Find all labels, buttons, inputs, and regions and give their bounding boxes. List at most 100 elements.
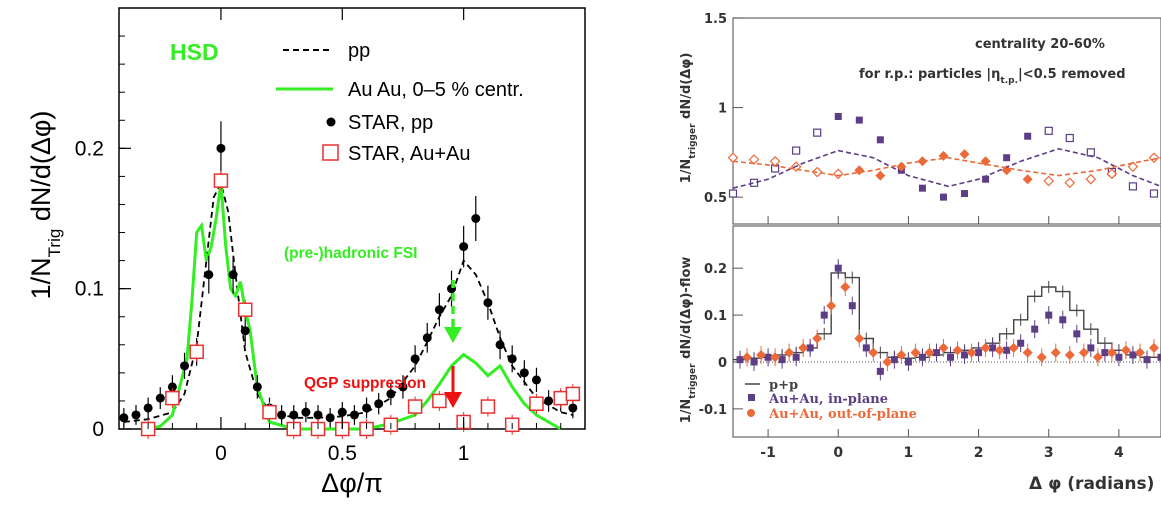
- star-pp-point: [228, 270, 238, 280]
- inplane-point: [1031, 325, 1039, 333]
- outplane-point: [938, 342, 949, 353]
- star-pp-point: [313, 410, 323, 420]
- legend-inplane-marker: [748, 394, 755, 401]
- outplane-point: [952, 345, 963, 356]
- inplane-point: [1059, 316, 1067, 324]
- right-top-y-axis-label: 1/Ntrigger dN/d(Δφ): [679, 53, 698, 184]
- inplane-point: [975, 349, 983, 357]
- right-top-frame: [732, 17, 1161, 225]
- star-pp-point: [544, 396, 554, 406]
- right-y-tick-label: 0.1: [704, 309, 727, 324]
- flow-dashed-curve: [732, 156, 1161, 177]
- inplane-point: [1045, 311, 1053, 319]
- star-pp-point: [240, 326, 250, 336]
- legend-star-pp-marker: [326, 117, 336, 127]
- annotation-qgp: QGP suppresion: [304, 375, 426, 392]
- outplane-reflected-point: [1106, 168, 1118, 180]
- series-auau-green-line: [147, 183, 562, 431]
- right-x-tick-label: 4: [1114, 445, 1124, 461]
- star-auau-point: [189, 344, 204, 360]
- inplane-point: [947, 353, 955, 361]
- left-legend: pp Au Au, 0–5 % centr. STAR, pp STAR, Au…: [276, 40, 524, 165]
- star-auau-point: [565, 386, 581, 402]
- outplane-point: [1064, 349, 1075, 360]
- inplane-point: [1115, 353, 1123, 361]
- star-pp-point: [471, 214, 481, 223]
- star-auau-point: [553, 390, 568, 406]
- right-bottom-y-axis-label: 1/Ntrigger dN/d(Δφ)-flow: [679, 257, 698, 424]
- star-auau-point: [237, 302, 253, 317]
- star-pp-point: [155, 393, 165, 403]
- right-y-tick-label: 0: [718, 356, 727, 371]
- inplane-point: [904, 358, 912, 366]
- qgp-arrow: [444, 366, 462, 408]
- star-pp-point: [531, 375, 541, 385]
- left-points: [119, 121, 581, 439]
- star-pp-point: [386, 389, 396, 399]
- star-auau-point: [432, 393, 447, 409]
- star-pp-point: [252, 382, 262, 392]
- inplane-reflected-point: [728, 189, 738, 198]
- annotation-fsi: (pre-)hadronic FSI: [284, 245, 417, 262]
- outplane-point: [756, 349, 767, 360]
- outplane-point: [980, 342, 991, 353]
- star-auau-point: [213, 173, 229, 188]
- outplane-reflected-point: [1148, 152, 1160, 164]
- outplane-reflected-point: [832, 168, 844, 180]
- outplane-point: [1008, 342, 1019, 353]
- legend-outplane-text: Au+Au, out-of-plane: [768, 407, 917, 422]
- outplane-point: [1036, 352, 1047, 363]
- inplane-reflected-point: [1044, 126, 1053, 135]
- outplane-point: [826, 300, 837, 311]
- right-y-tick-label: 0.5: [704, 191, 727, 206]
- right-x-axis-label: Δ φ (radians): [1029, 474, 1154, 494]
- outplane-point: [924, 347, 935, 358]
- outplane-point: [959, 149, 970, 160]
- left-y-tick-label: 0.2: [75, 137, 104, 160]
- left-ticks: 0 0.5 1 0 0.1 0.2: [75, 8, 562, 465]
- right-content: 0.5 1 1.5 -0.1 0 0.1 0.2 -1 0 1 2 3 4: [699, 12, 1161, 461]
- star-pp-point: [143, 403, 153, 413]
- outplane-reflected-point: [1043, 175, 1055, 187]
- outplane-point: [854, 333, 865, 344]
- inplane-point: [820, 311, 828, 319]
- inplane-point: [806, 344, 814, 352]
- annotation-centrality: centrality 20-60%: [975, 37, 1105, 52]
- legend-star-auau-label: STAR, Au+Au: [348, 143, 470, 165]
- outplane-point: [1022, 347, 1033, 358]
- left-x-tick-label: 0.5: [328, 442, 357, 465]
- inplane-point: [764, 353, 772, 361]
- inplane-point: [961, 351, 969, 359]
- inplane-point: [1087, 344, 1095, 352]
- outplane-point: [812, 333, 823, 344]
- right-y-tick-label: 0.2: [704, 262, 727, 277]
- right-x-tick-label: -1: [760, 445, 776, 461]
- star-pp-point: [289, 410, 299, 420]
- inplane-point: [939, 193, 947, 201]
- inplane-point: [1101, 349, 1109, 357]
- outplane-point: [868, 347, 879, 358]
- inplane-point: [876, 367, 884, 375]
- star-pp-point: [434, 305, 444, 315]
- inplane-point: [989, 344, 997, 352]
- inplane-point: [855, 116, 863, 124]
- inplane-point: [1003, 154, 1011, 162]
- inplane-point: [961, 190, 969, 198]
- right-y-tick-label: -0.1: [699, 403, 727, 418]
- left-x-tick-label: 1: [458, 442, 470, 465]
- inplane-reflected-point: [1128, 182, 1138, 191]
- inplane-point: [834, 113, 842, 121]
- outplane-point: [1134, 347, 1145, 358]
- left-y-axis-label: 1/NTrig dN/d(Δφ): [26, 111, 64, 300]
- outplane-point: [896, 349, 907, 360]
- star-pp-point: [483, 298, 493, 308]
- star-pp-point: [180, 361, 190, 371]
- inplane-point: [1017, 339, 1025, 347]
- outplane-point: [1148, 342, 1159, 353]
- star-pp-point: [507, 354, 517, 364]
- star-auau-point: [262, 404, 277, 420]
- star-pp-point: [422, 333, 432, 343]
- star-pp-point: [459, 242, 469, 252]
- left-model-label: HSD: [170, 39, 219, 65]
